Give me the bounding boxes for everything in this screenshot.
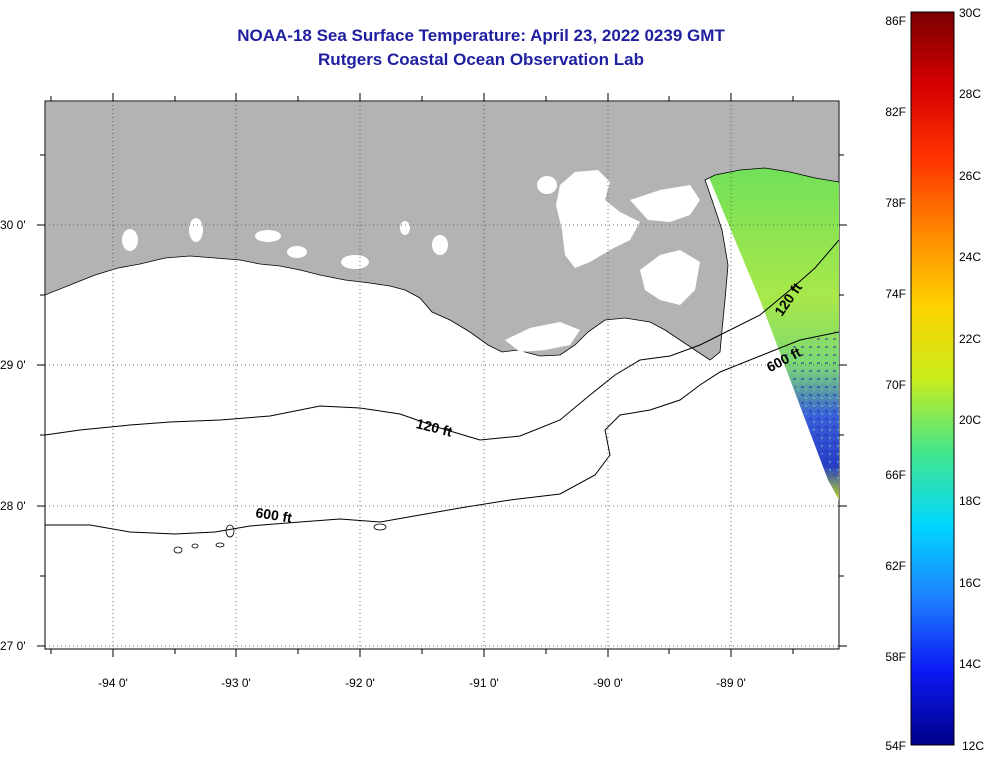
map-subtitle: Rutgers Coastal Ocean Observation Lab <box>318 50 644 69</box>
inland-lake <box>122 229 138 251</box>
sst-swath-cold-patch <box>780 330 839 480</box>
inland-lake <box>189 218 203 242</box>
contour-seamount <box>225 524 235 538</box>
axis-ticks <box>37 93 847 657</box>
lon-label: -91 0' <box>469 676 499 690</box>
inland-lake <box>287 246 307 258</box>
inland-lake <box>432 235 448 255</box>
contour-600ft <box>45 331 839 535</box>
lon-label: -94 0' <box>98 676 128 690</box>
land-mass <box>45 101 839 361</box>
inland-lake <box>255 230 281 242</box>
colorbar-c-label: 28C <box>959 87 981 101</box>
delta-marsh <box>505 322 580 352</box>
inland-lake <box>630 185 700 222</box>
lat-label: 29 0' <box>0 358 26 372</box>
inland-lake <box>556 170 640 268</box>
inland-lake <box>341 255 369 269</box>
lon-label: -93 0' <box>221 676 251 690</box>
colorbar-c-label: 12C <box>962 739 984 753</box>
colorbar-f-label: 54F <box>885 739 906 753</box>
inland-lake <box>400 221 410 235</box>
contour-seamount <box>173 546 183 554</box>
inland-lake <box>537 176 557 194</box>
colorbar-f-label: 66F <box>885 468 906 482</box>
lon-label: -89 0' <box>716 676 746 690</box>
contour-120ft <box>45 239 839 441</box>
map-title: NOAA-18 Sea Surface Temperature: April 2… <box>237 26 725 45</box>
contour-label-600ft-west: 600 ft <box>255 504 294 526</box>
lat-label: 30 0' <box>0 218 26 232</box>
colorbar-f-label: 70F <box>885 378 906 392</box>
colorbar-f-label: 78F <box>885 196 906 210</box>
colorbar-f-label: 62F <box>885 559 906 573</box>
colorbar-c-label: 16C <box>959 576 981 590</box>
lon-label: -90 0' <box>593 676 623 690</box>
colorbar-c-label: 14C <box>959 657 981 671</box>
colorbar-f-label: 86F <box>885 14 906 28</box>
delta-marsh <box>640 250 700 305</box>
colorbar-c-label: 26C <box>959 169 981 183</box>
colorbar-f-label: 74F <box>885 287 906 301</box>
contour-seamount <box>373 523 387 531</box>
lat-label: 27 0' <box>0 639 26 653</box>
colorbar-c-label: 20C <box>959 413 981 427</box>
contour-seamount <box>191 543 199 549</box>
colorbar-c-label: 18C <box>959 494 981 508</box>
colorbar-f-label: 58F <box>885 650 906 664</box>
contour-seamount <box>215 542 225 548</box>
colorbar-c-label: 24C <box>959 250 981 264</box>
lon-label: -92 0' <box>345 676 375 690</box>
colorbar-f-label: 82F <box>885 105 906 119</box>
lat-label: 28 0' <box>0 499 26 513</box>
graticule <box>45 101 839 649</box>
colorbar-c-label: 22C <box>959 332 981 346</box>
colorbar <box>910 11 955 746</box>
colorbar-c-label: 30C <box>959 6 981 20</box>
